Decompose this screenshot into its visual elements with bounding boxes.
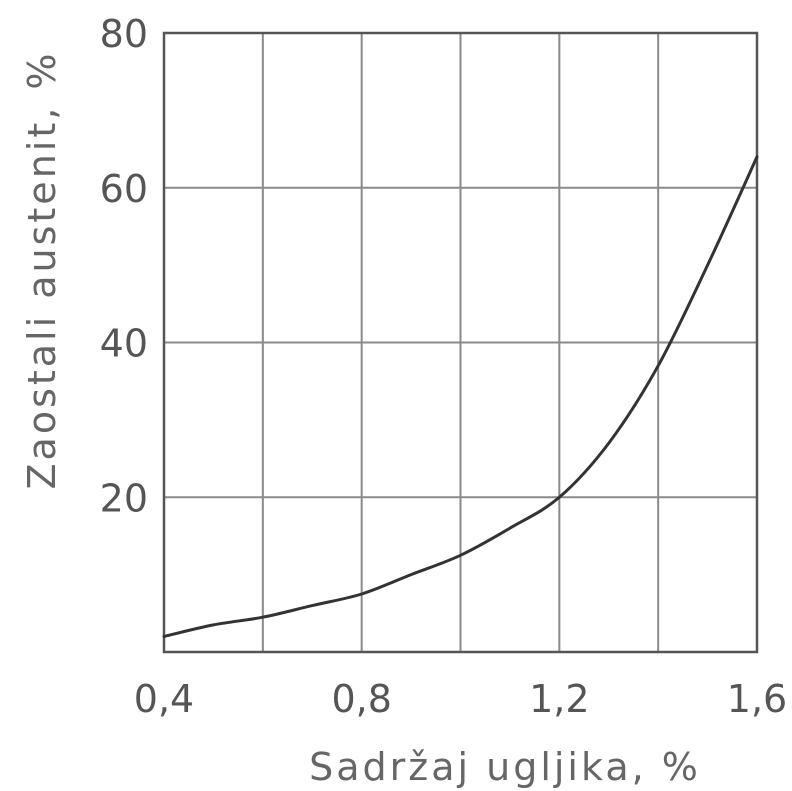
y-tick-labels: 20 40 60 80 [100, 12, 148, 520]
y-tick-label: 60 [100, 167, 148, 211]
y-tick-label: 40 [100, 322, 148, 366]
series-line [162, 155, 759, 638]
x-tick-label: 0,4 [134, 677, 194, 721]
x-axis-title: Sadržaj ugljika, % [309, 745, 701, 789]
plot-frame [162, 31, 759, 654]
x-tick-label: 1,6 [727, 677, 787, 721]
x-tick-labels: 0,4 0,8 1,2 1,6 [134, 677, 787, 721]
chart-grid [164, 33, 757, 652]
x-tick-label: 1,2 [529, 677, 589, 721]
y-tick-label: 80 [100, 12, 148, 56]
y-tick-label: 20 [100, 476, 148, 520]
y-axis-title: Zaostali austenit, % [20, 51, 64, 490]
x-tick-label: 0,8 [331, 677, 391, 721]
